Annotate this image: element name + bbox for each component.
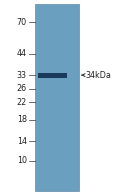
Text: 14: 14 [17, 137, 26, 146]
Text: 70: 70 [16, 18, 26, 27]
Text: 26: 26 [16, 84, 26, 93]
Bar [38, 73, 67, 77]
Text: 33: 33 [17, 71, 26, 80]
Text: 34kDa: 34kDa [85, 71, 111, 80]
Text: kDa: kDa [11, 0, 26, 2]
Text: 10: 10 [17, 156, 26, 165]
Text: 18: 18 [17, 115, 26, 124]
Bar [34, 4, 78, 191]
Text: 44: 44 [17, 49, 26, 58]
Text: 22: 22 [16, 98, 26, 107]
